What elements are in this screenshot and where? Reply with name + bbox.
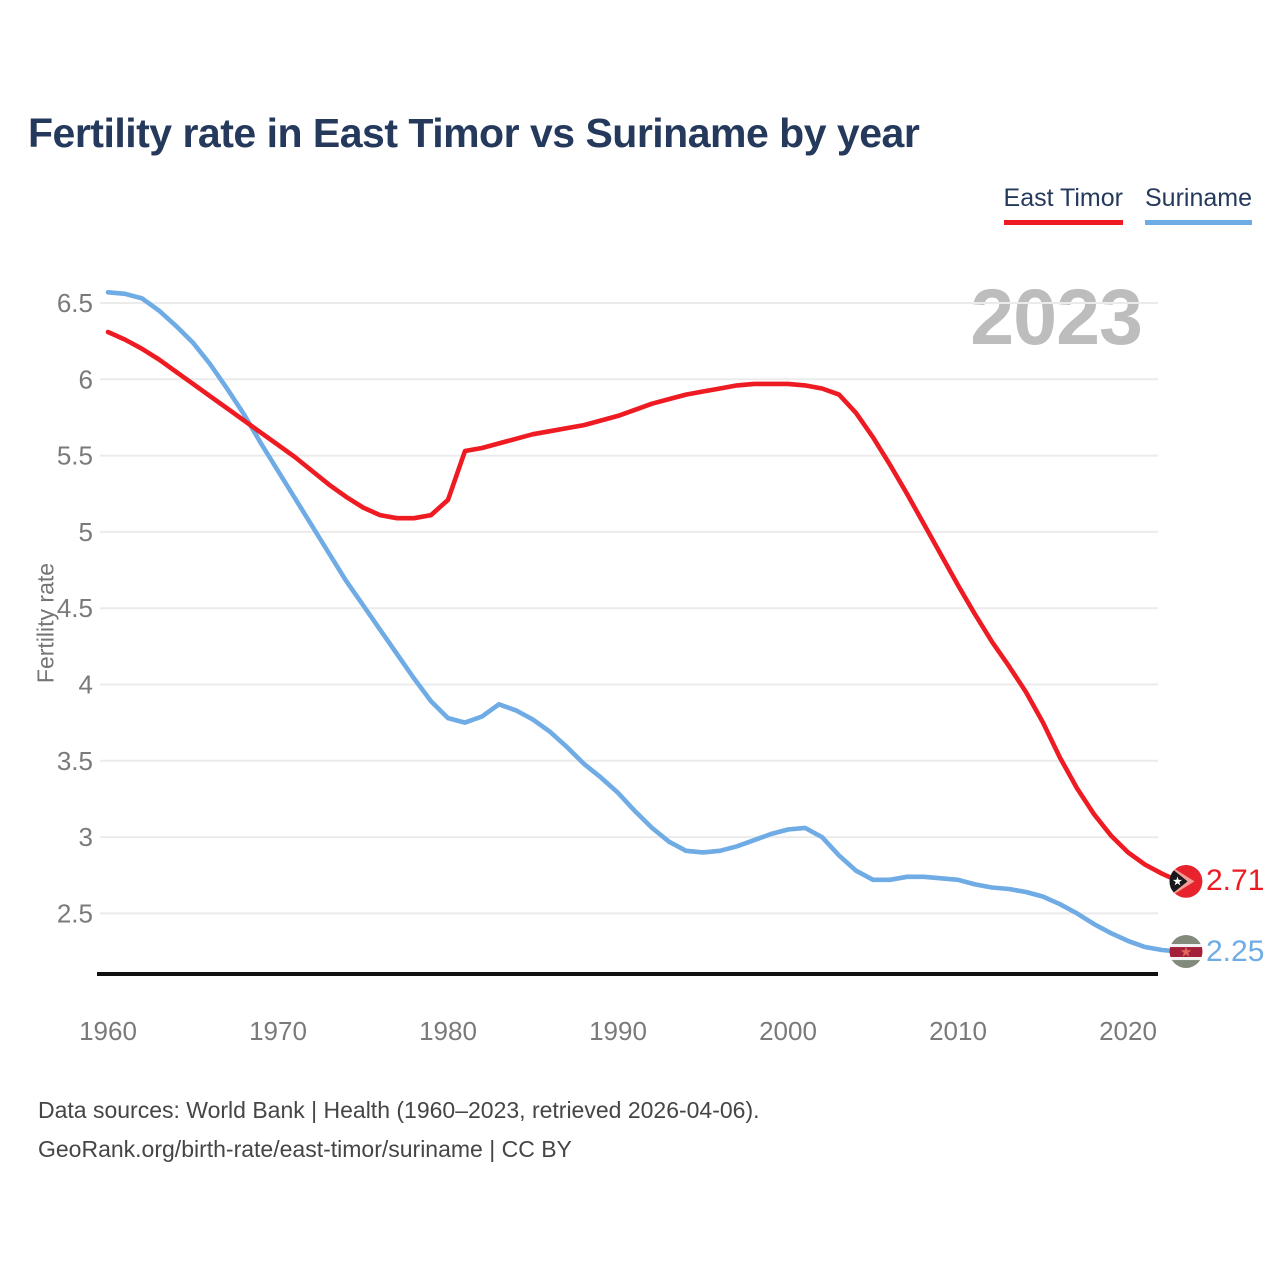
y-tick-label: 4.5 xyxy=(57,593,93,623)
y-tick-label: 5.5 xyxy=(57,441,93,471)
y-tick-label: 3.5 xyxy=(57,746,93,776)
x-tick-label: 1960 xyxy=(79,1016,137,1046)
grid xyxy=(100,302,1158,915)
y-tick-label: 3 xyxy=(79,822,93,852)
x-tick-labels: 1960 1970 1980 1990 2000 2010 2020 xyxy=(79,1016,1157,1046)
y-tick-label: 4 xyxy=(79,670,93,700)
footer: Data sources: World Bank | Health (1960–… xyxy=(38,1091,760,1169)
y-tick-label: 6 xyxy=(79,364,93,394)
x-tick-label: 2020 xyxy=(1099,1016,1157,1046)
east-timor-flag-icon xyxy=(1169,864,1203,898)
legend-east-timor-label: East Timor xyxy=(1003,184,1123,212)
y-tick-label: 5 xyxy=(79,517,93,547)
x-tick-label: 2000 xyxy=(759,1016,817,1046)
y-tick-labels: 2.5 3 3.5 4 4.5 5 5.5 6 6.5 xyxy=(57,288,93,928)
suriname-end-value: 2.25 xyxy=(1206,935,1265,968)
suriname-line[interactable] xyxy=(105,289,1182,954)
x-tick-label: 1990 xyxy=(589,1016,647,1046)
legend-east-timor[interactable]: East Timor xyxy=(1003,184,1123,225)
data-sources-line: Data sources: World Bank | Health (1960–… xyxy=(38,1097,760,1123)
legend: East Timor Suriname xyxy=(1003,184,1252,225)
legend-suriname-label: Suriname xyxy=(1145,184,1252,212)
east-timor-line[interactable] xyxy=(105,329,1182,884)
legend-suriname[interactable]: Suriname xyxy=(1145,184,1252,225)
attribution-link[interactable]: GeoRank.org/birth-rate/east-timor/surina… xyxy=(38,1136,572,1162)
x-tick-label: 1980 xyxy=(419,1016,477,1046)
x-tick-label: 2010 xyxy=(929,1016,987,1046)
y-tick-label: 2.5 xyxy=(57,898,93,928)
chart-title: Fertility rate in East Timor vs Suriname… xyxy=(28,110,920,156)
suriname-flag-icon xyxy=(1169,935,1203,968)
east-timor-end-value: 2.71 xyxy=(1206,864,1265,897)
watermark-year: 2023 xyxy=(970,272,1143,361)
x-tick-label: 1970 xyxy=(249,1016,307,1046)
y-tick-label: 6.5 xyxy=(57,288,93,318)
